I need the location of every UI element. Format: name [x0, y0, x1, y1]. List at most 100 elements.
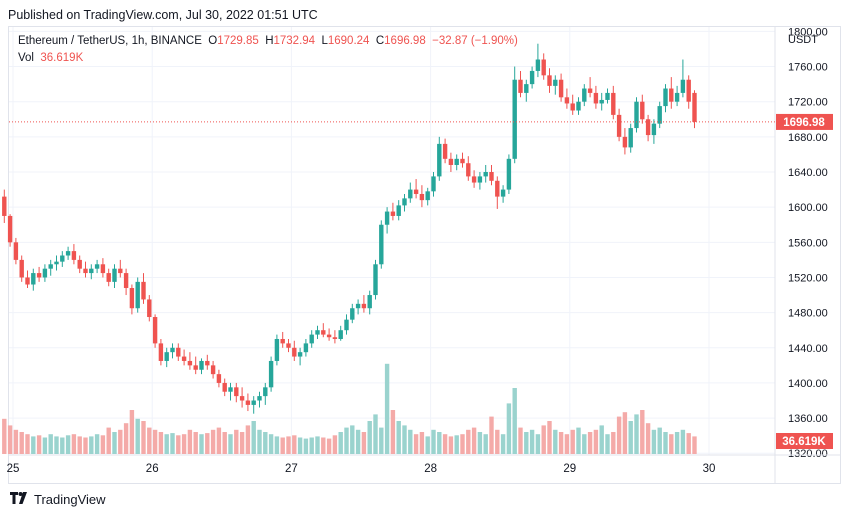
candle-body [518, 79, 523, 93]
chart-frame [8, 26, 841, 484]
candle [164, 347, 169, 368]
volume-bar [332, 435, 338, 454]
candle [187, 352, 193, 370]
volume-bar [396, 421, 401, 454]
candle-body [303, 343, 309, 353]
candle [535, 43, 541, 78]
volume-bar [645, 423, 651, 454]
candle [303, 338, 309, 357]
candle [558, 73, 564, 102]
candle-body [193, 365, 198, 370]
candle [54, 255, 59, 271]
candle-body [286, 343, 291, 348]
candle-body [344, 319, 349, 331]
candle [524, 79, 529, 102]
candle-body [674, 92, 680, 102]
volume-bar [437, 432, 442, 454]
candle-body [251, 400, 256, 405]
candle [460, 152, 465, 168]
volume-bar [158, 432, 164, 454]
footer-brand[interactable]: TradingView [10, 492, 106, 507]
price-tick-label: 1680.00 [788, 132, 828, 144]
volume-bar [152, 429, 158, 454]
candle-body [187, 360, 193, 366]
candle-body [268, 360, 274, 388]
volume-bar [164, 434, 169, 454]
candle [89, 264, 94, 280]
volume-bar [274, 436, 280, 454]
candle [292, 340, 297, 361]
candle [582, 84, 587, 107]
candle-body [71, 251, 77, 260]
volume-bar [77, 436, 82, 454]
candle [402, 193, 407, 212]
candle [622, 128, 628, 155]
grid-lines [9, 27, 775, 455]
candle-body [89, 268, 94, 274]
price-tick-label: 1320.00 [788, 448, 828, 460]
candle-body [396, 205, 401, 216]
change-value: −32.87 (−1.90%) [432, 35, 518, 47]
candle-body [118, 268, 123, 274]
candle [297, 347, 303, 366]
candle-body [390, 211, 396, 216]
candle-body [477, 176, 483, 183]
volume-bar [524, 432, 529, 454]
volume-bar [402, 425, 407, 454]
candle [593, 85, 599, 109]
candle [286, 338, 291, 353]
price-tick-label: 1720.00 [788, 97, 828, 109]
candle-body [297, 352, 303, 357]
candle [454, 154, 459, 171]
volume-bar [634, 414, 639, 454]
volume-bar [535, 434, 541, 454]
candle [315, 325, 320, 339]
last-volume-badge [776, 433, 833, 449]
candle-body [332, 337, 338, 339]
candle-body [651, 123, 657, 136]
candle-body [338, 330, 343, 339]
candle [321, 323, 326, 338]
volume-bar [263, 432, 268, 454]
volume-bar [54, 436, 59, 454]
candle-body [692, 92, 697, 122]
volume-bar [147, 427, 152, 454]
candle-body [564, 97, 570, 104]
candle [118, 259, 123, 278]
volume-bar [605, 434, 610, 454]
volume-bar [611, 432, 616, 454]
volume-bar [616, 416, 622, 454]
candle-body [367, 295, 372, 309]
candle-body [321, 330, 326, 335]
candle-body [512, 79, 517, 159]
candle [541, 53, 546, 80]
candle [669, 77, 674, 109]
candle-body [309, 334, 314, 344]
candle [36, 266, 42, 282]
candle [234, 382, 239, 403]
candle [674, 85, 680, 107]
candle-body [239, 396, 245, 401]
volume-bar [123, 423, 129, 454]
candle-body [123, 273, 129, 289]
candle [553, 75, 558, 95]
candle-body [402, 198, 407, 206]
candle [239, 387, 245, 408]
volume-bar [518, 427, 523, 454]
candle-body [135, 281, 140, 309]
candle [547, 68, 552, 93]
candle [413, 179, 419, 199]
candle-body [181, 356, 187, 361]
last-price-value: 1696.98 [783, 117, 825, 129]
candle-body [489, 172, 494, 181]
volume-bar [210, 429, 216, 454]
candle-body [170, 347, 175, 353]
candle-body [36, 273, 42, 278]
volume-bar [135, 418, 140, 454]
volume-bar [228, 434, 233, 454]
candle [326, 328, 332, 341]
candle [645, 114, 651, 142]
candle-body [558, 79, 564, 98]
candle-body [326, 334, 332, 338]
